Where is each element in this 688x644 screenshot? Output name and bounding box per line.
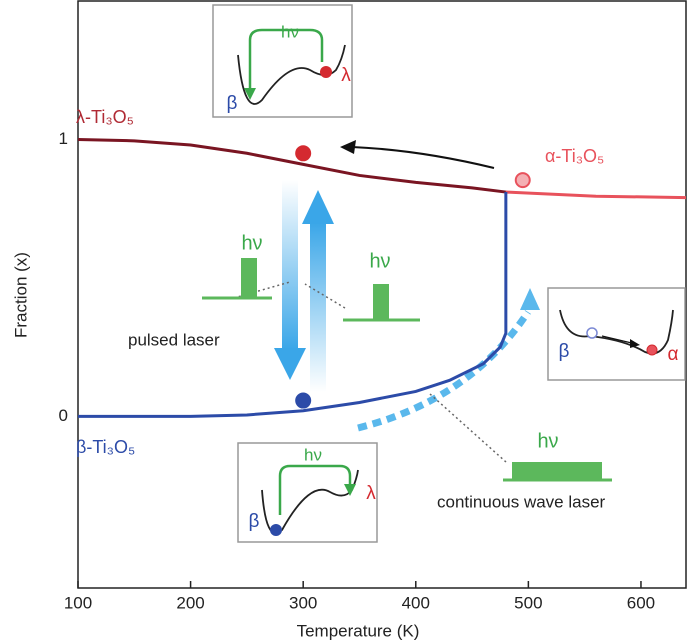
annotation: α [668, 344, 679, 365]
marker [295, 145, 312, 162]
x-tick-label: 500 [514, 593, 542, 612]
annotation: α-Ti₃O₅ [545, 146, 604, 166]
annotation: λ [341, 65, 351, 86]
annotation: hν [369, 250, 390, 272]
annotation: hν [304, 445, 322, 464]
y-tick-label: 1 [59, 129, 68, 148]
annotation: λ [366, 483, 376, 504]
x-tick-label: 200 [176, 593, 204, 612]
inset-right [547, 287, 686, 381]
inset-top [212, 4, 353, 118]
annotation: continuous wave laser [437, 492, 606, 511]
annotation: β [559, 341, 570, 362]
marker [295, 392, 312, 409]
y-tick-label: 0 [59, 406, 68, 425]
x-tick-label: 400 [402, 593, 430, 612]
pulse-arrows [274, 180, 334, 392]
annotation: β [227, 93, 238, 114]
marker [514, 172, 531, 189]
plot-frame [77, 0, 687, 589]
x-tick-label: 300 [289, 593, 317, 612]
leader-lines [233, 281, 507, 463]
series-line [78, 192, 508, 418]
annotation: β-Ti₃O₅ [76, 437, 135, 457]
annotation: β [249, 511, 260, 532]
x-tick-label: 600 [627, 593, 655, 612]
series-line [77, 137, 507, 194]
laser-pulses [202, 258, 612, 482]
inset-bottom [237, 442, 378, 543]
annotation: pulsed laser [128, 330, 220, 349]
annotation: λ-Ti₃O₅ [76, 107, 134, 127]
x-axis-label: Temperature (K) [297, 621, 420, 640]
annotation: hν [281, 22, 299, 41]
cw-arrow [357, 288, 540, 432]
annotation: hν [241, 232, 262, 254]
relax-arrow [340, 140, 495, 169]
y-axis-label: Fraction (x) [11, 252, 30, 338]
annotation: hν [537, 430, 558, 452]
x-tick-label: 100 [64, 593, 92, 612]
series-line [505, 190, 687, 200]
